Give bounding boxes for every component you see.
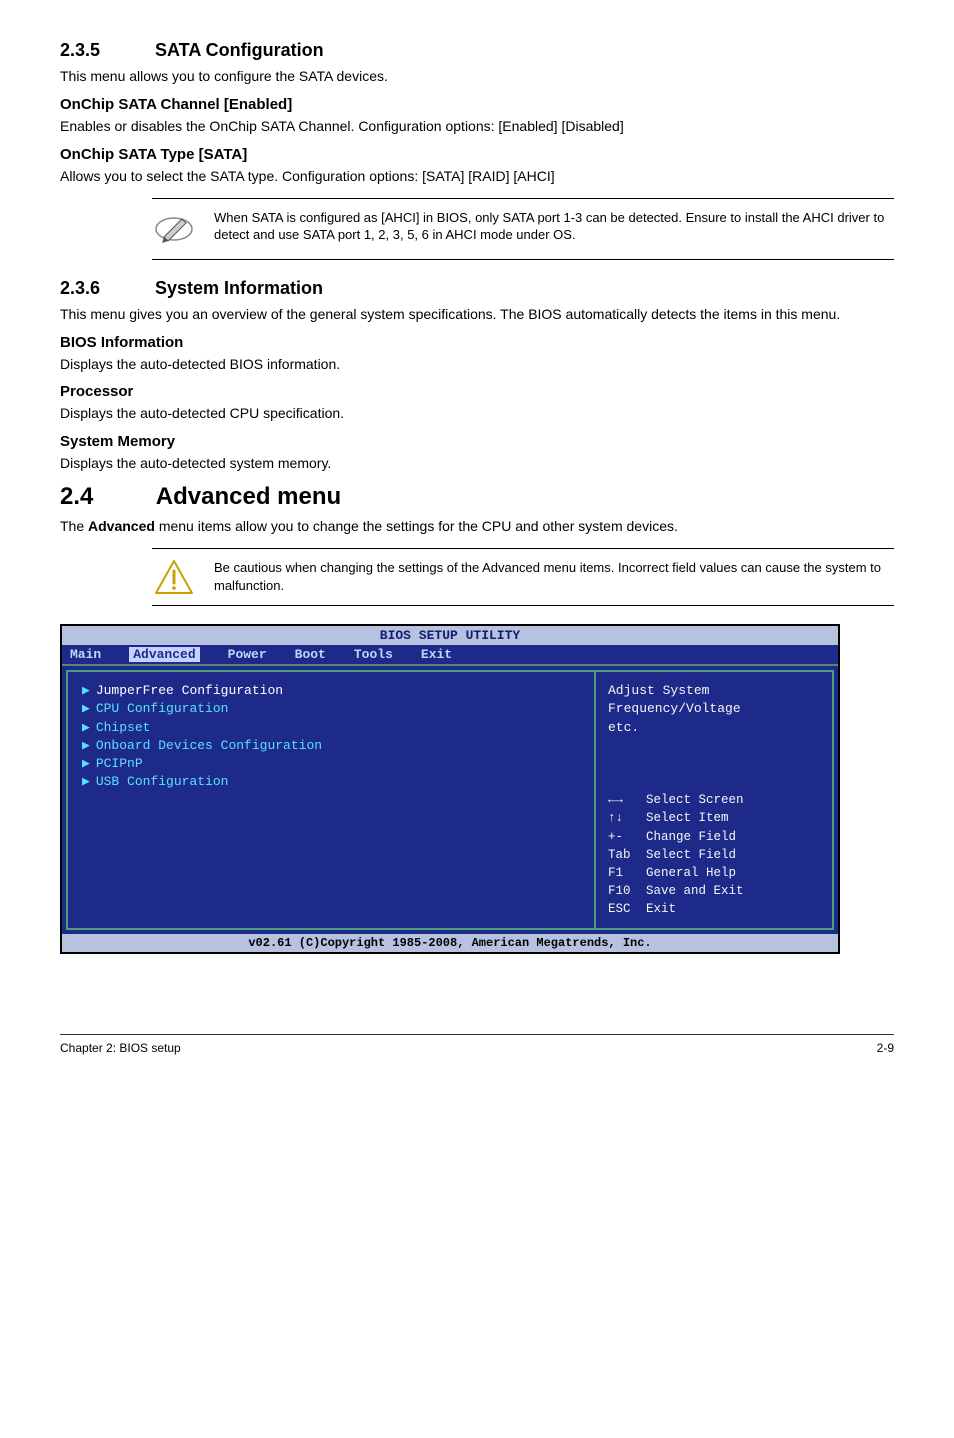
tab-exit[interactable]: Exit bbox=[421, 647, 452, 662]
key-row: ↑↓Select Item bbox=[608, 809, 820, 827]
intro-24-bold: Advanced bbox=[88, 518, 155, 534]
tab-main[interactable]: Main bbox=[70, 647, 101, 662]
bios-item-usb[interactable]: ▶USB Configuration bbox=[82, 773, 580, 791]
arrow-icon: ▶ bbox=[82, 774, 90, 789]
arrow-icon: ▶ bbox=[82, 738, 90, 753]
sub3-236-text: Displays the auto-detected system memory… bbox=[60, 454, 894, 473]
bios-item-pcipnp[interactable]: ▶PCIPnP bbox=[82, 755, 580, 773]
bios-help-l1: Adjust System bbox=[608, 682, 820, 700]
bios-item-chipset[interactable]: ▶Chipset bbox=[82, 719, 580, 737]
key-row: F1General Help bbox=[608, 864, 820, 882]
heading-24: 2.4 Advanced menu bbox=[60, 483, 894, 511]
footer-right: 2-9 bbox=[877, 1041, 894, 1055]
bios-help-top: Adjust System Frequency/Voltage etc. bbox=[608, 682, 820, 737]
key-row: F10Save and Exit bbox=[608, 882, 820, 900]
tab-boot[interactable]: Boot bbox=[295, 647, 326, 662]
pencil-icon bbox=[152, 209, 196, 249]
secnum-24: 2.4 bbox=[60, 483, 150, 511]
bios-help-l2: Frequency/Voltage bbox=[608, 700, 820, 718]
note-235: When SATA is configured as [AHCI] in BIO… bbox=[152, 198, 894, 260]
intro-24-suf: menu items allow you to change the setti… bbox=[155, 518, 678, 534]
bios-title: BIOS SETUP UTILITY bbox=[62, 626, 838, 645]
sectitle-235: SATA Configuration bbox=[155, 40, 324, 60]
sectitle-236: System Information bbox=[155, 278, 323, 298]
arrow-icon: ▶ bbox=[82, 756, 90, 771]
bios-help-keys: ←→Select Screen ↑↓Select Item +-Change F… bbox=[608, 791, 820, 918]
intro-236: This menu gives you an overview of the g… bbox=[60, 305, 894, 324]
note-24-text: Be cautious when changing the settings o… bbox=[214, 559, 894, 594]
intro-235: This menu allows you to configure the SA… bbox=[60, 67, 894, 86]
key-row: ←→Select Screen bbox=[608, 791, 820, 809]
note-24: Be cautious when changing the settings o… bbox=[152, 548, 894, 606]
bios-item-onboard[interactable]: ▶Onboard Devices Configuration bbox=[82, 737, 580, 755]
footer-left: Chapter 2: BIOS setup bbox=[60, 1041, 181, 1055]
bios-item-cpu[interactable]: ▶CPU Configuration bbox=[82, 700, 580, 718]
sub2-235-text: Allows you to select the SATA type. Conf… bbox=[60, 167, 894, 186]
sub2-236-text: Displays the auto-detected CPU specifica… bbox=[60, 404, 894, 423]
intro-24-pre: The bbox=[60, 518, 88, 534]
key-row: ESCExit bbox=[608, 900, 820, 918]
sub3-236-title: System Memory bbox=[60, 433, 894, 450]
arrow-icon: ▶ bbox=[82, 720, 90, 735]
tab-tools[interactable]: Tools bbox=[354, 647, 393, 662]
intro-24: The Advanced menu items allow you to cha… bbox=[60, 517, 894, 536]
sub1-236-text: Displays the auto-detected BIOS informat… bbox=[60, 355, 894, 374]
bios-help: Adjust System Frequency/Voltage etc. ←→S… bbox=[594, 670, 834, 930]
sub2-235-title: OnChip SATA Type [SATA] bbox=[60, 146, 894, 163]
secnum-235: 2.3.5 bbox=[60, 40, 150, 61]
bios-help-l3: etc. bbox=[608, 719, 820, 737]
key-row: TabSelect Field bbox=[608, 846, 820, 864]
sub1-235-text: Enables or disables the OnChip SATA Chan… bbox=[60, 117, 894, 136]
sub1-236-title: BIOS Information bbox=[60, 334, 894, 351]
sub1-235-title: OnChip SATA Channel [Enabled] bbox=[60, 96, 894, 113]
bios-menu: ▶JumperFree Configuration ▶CPU Configura… bbox=[66, 670, 594, 930]
note-235-text: When SATA is configured as [AHCI] in BIO… bbox=[214, 209, 894, 244]
bios-tabs: Main Advanced Power Boot Tools Exit bbox=[62, 645, 838, 664]
page-footer: Chapter 2: BIOS setup 2-9 bbox=[60, 1034, 894, 1055]
heading-235: 2.3.5 SATA Configuration bbox=[60, 40, 894, 61]
warning-icon bbox=[152, 559, 196, 595]
bios-footer: v02.61 (C)Copyright 1985-2008, American … bbox=[62, 934, 838, 952]
key-row: +-Change Field bbox=[608, 828, 820, 846]
arrow-icon: ▶ bbox=[82, 683, 90, 698]
bios-window: BIOS SETUP UTILITY Main Advanced Power B… bbox=[60, 624, 840, 954]
arrow-icon: ▶ bbox=[82, 701, 90, 716]
tab-power[interactable]: Power bbox=[228, 647, 267, 662]
bios-body: ▶JumperFree Configuration ▶CPU Configura… bbox=[62, 664, 838, 934]
secnum-236: 2.3.6 bbox=[60, 278, 150, 299]
sub2-236-title: Processor bbox=[60, 383, 894, 400]
heading-236: 2.3.6 System Information bbox=[60, 278, 894, 299]
bios-item-jumperfree[interactable]: ▶JumperFree Configuration bbox=[82, 682, 580, 700]
sectitle-24: Advanced menu bbox=[156, 483, 341, 510]
tab-advanced[interactable]: Advanced bbox=[129, 647, 199, 662]
